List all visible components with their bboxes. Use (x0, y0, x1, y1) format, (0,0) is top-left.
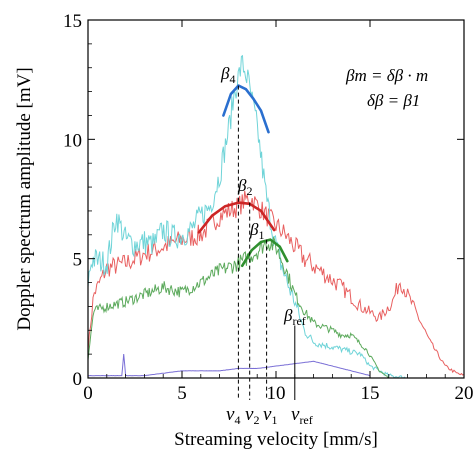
y-axis-title: Doppler spectrum amplitude [mV] (14, 67, 35, 330)
series-line-3 (87, 235, 390, 379)
series-line-4 (88, 353, 371, 377)
vref-label: vref (291, 404, 313, 427)
axis-ticks: 0 5 10 15 20 0 5 10 15 (63, 11, 474, 404)
x-tick-label: 20 (455, 383, 474, 404)
y-tick-label: 5 (73, 250, 83, 271)
beta-ref-label: βref (283, 306, 306, 328)
y-tick-label: 15 (63, 11, 82, 32)
series-line-2 (87, 54, 408, 379)
fit-curve-1 (222, 84, 270, 134)
plot-lines (87, 54, 465, 400)
v1-label: v1 (263, 404, 277, 427)
series-line-1 (87, 190, 465, 376)
beta2-label: β2 (237, 176, 252, 198)
x-tick-label: 10 (267, 383, 286, 404)
v4-label: v4 (226, 404, 240, 427)
beta4-label: β4 (220, 64, 235, 86)
equation-beta-m: βm = δβ · m (345, 66, 428, 85)
x-tick-label: 15 (361, 383, 380, 404)
y-tick-label: 10 (63, 130, 82, 151)
x-tick-label: 0 (83, 383, 93, 404)
beta1-label: β1 (249, 220, 264, 242)
equation-delta-beta: δβ = β1 (367, 91, 420, 110)
x-axis-title: Streaming velocity [mm/s] (174, 429, 378, 450)
v2-label: v2 (245, 404, 259, 427)
x-tick-label: 5 (177, 383, 187, 404)
y-tick-label: 0 (73, 369, 83, 390)
fit-curve-2 (197, 201, 276, 234)
